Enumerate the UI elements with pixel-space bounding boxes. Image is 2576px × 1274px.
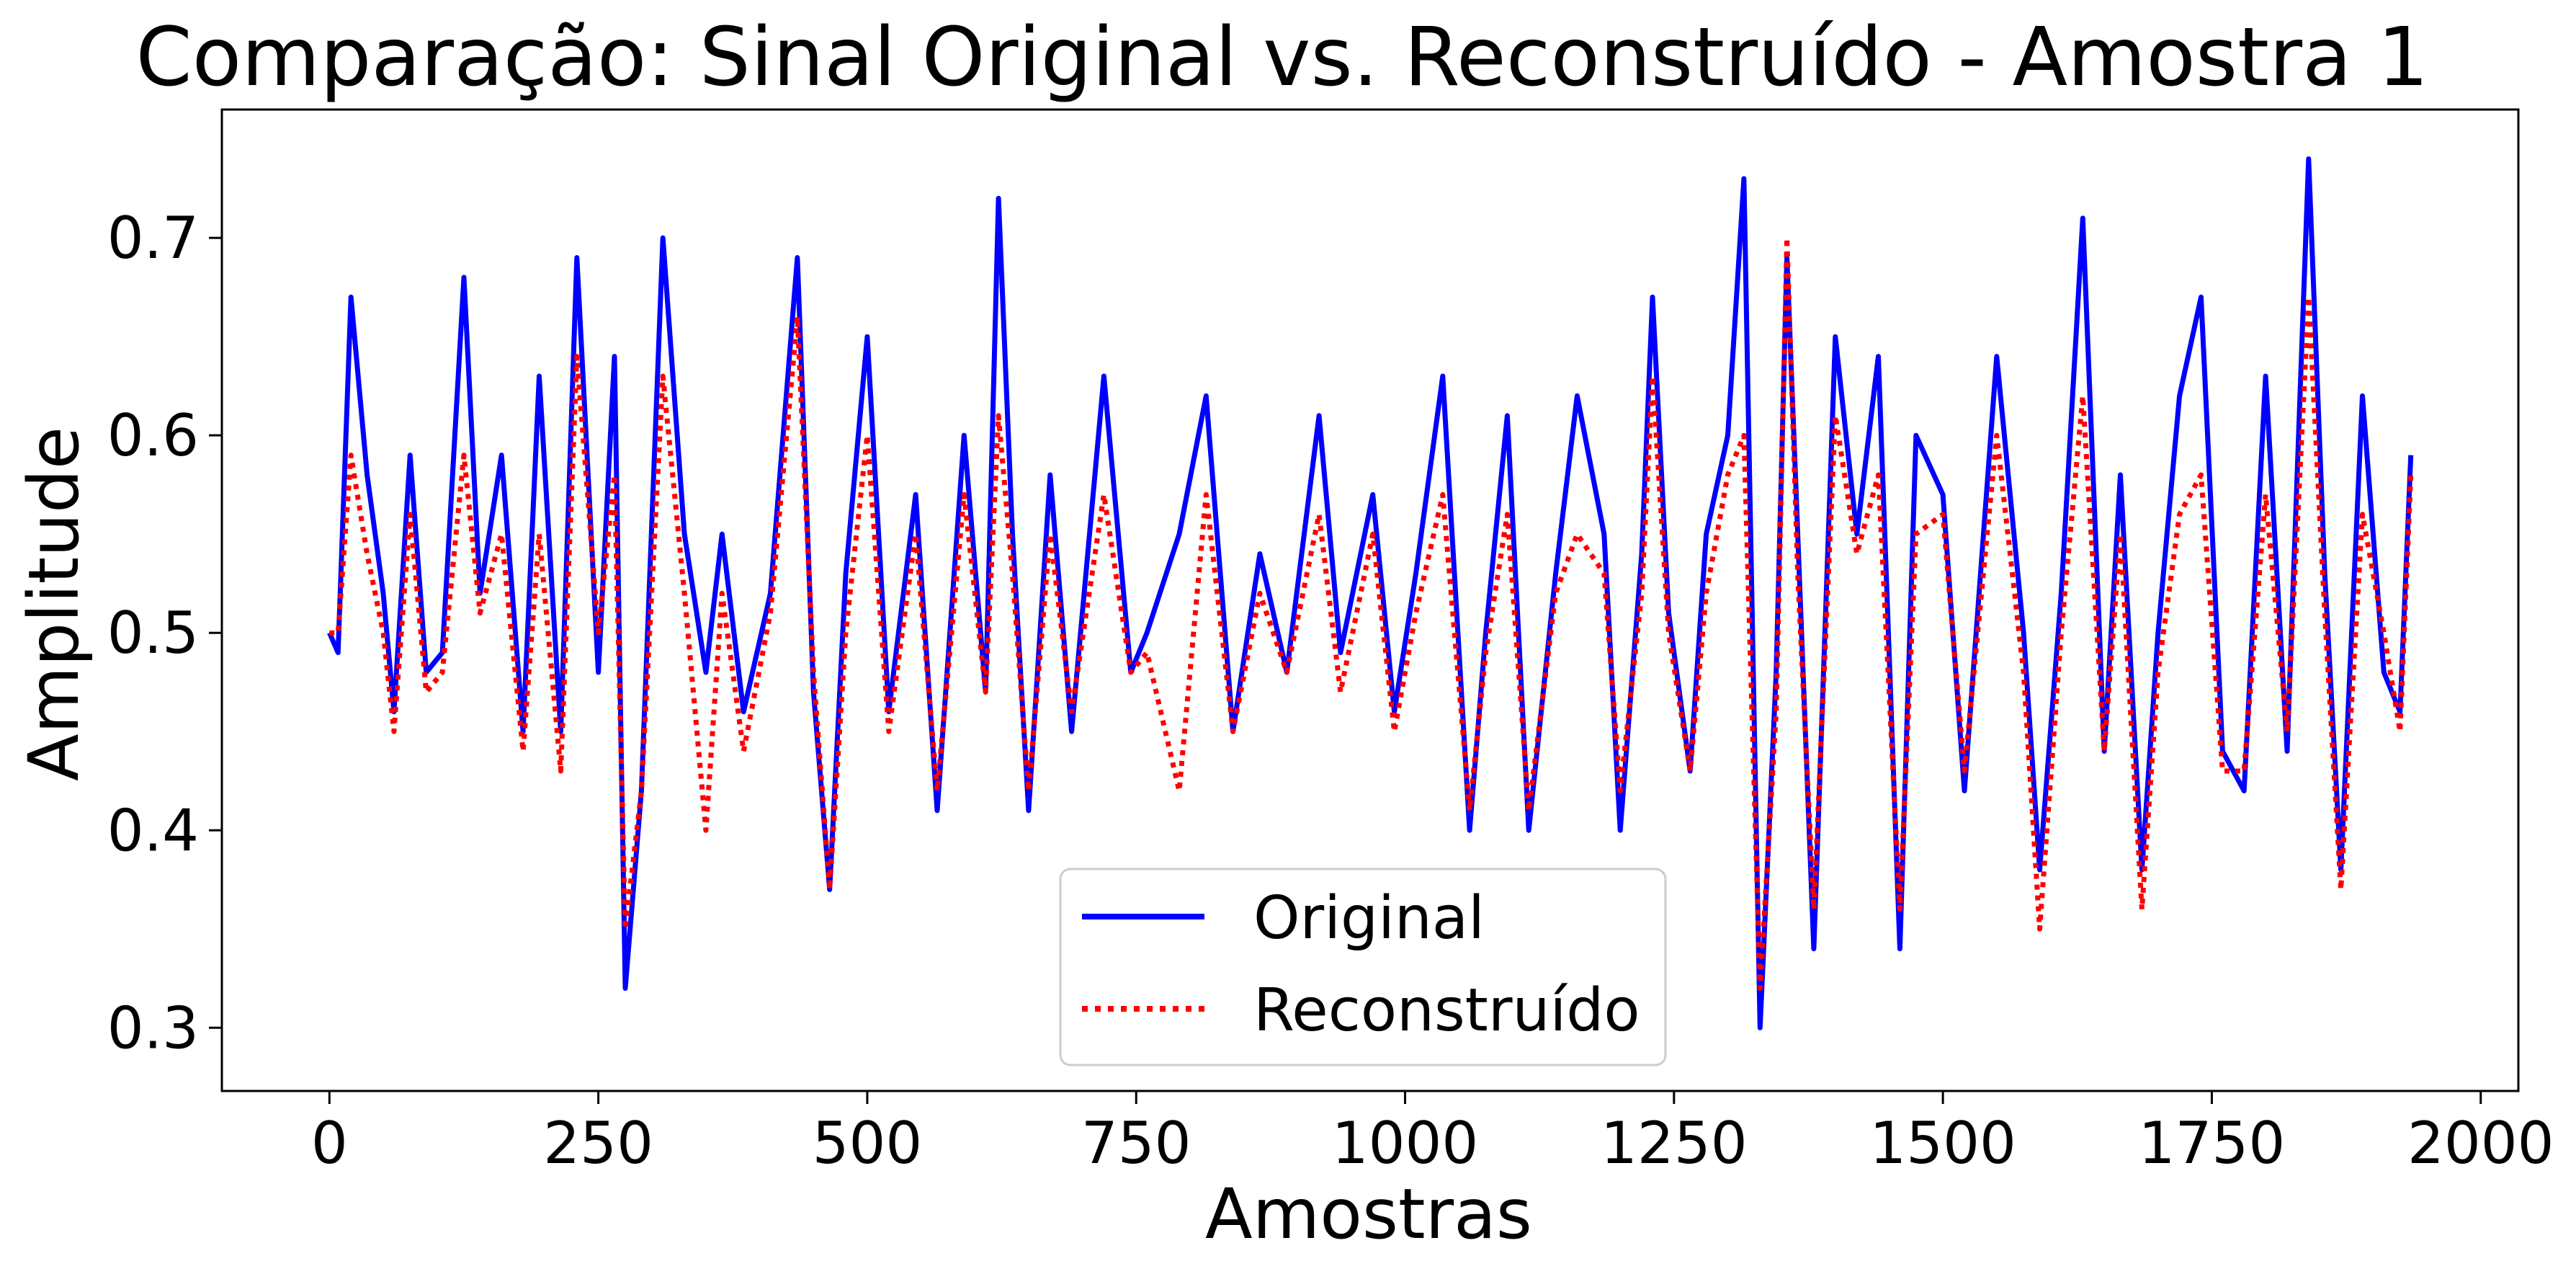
legend-box: [1059, 868, 1667, 1066]
legend-label-original: Original: [1253, 884, 1485, 953]
plot-frame: [220, 108, 2520, 1092]
y-tick-label: 0.5: [107, 600, 199, 667]
y-axis-label: Amplitude: [14, 427, 94, 781]
tick-layer: 0 250 500 750 1000 1250 1500 1750 2000 0.3 0.4 0.5 0…: [107, 205, 2554, 1177]
x-tick-label: 1500: [1869, 1110, 2016, 1177]
x-tick-label: 2000: [2407, 1110, 2554, 1177]
x-tick-label: 500: [813, 1110, 923, 1177]
x-tick-label: 1250: [1601, 1110, 1748, 1177]
chart-title: Comparação: Sinal Original vs. Reconstru…: [135, 11, 2428, 104]
series-line-original: [327, 156, 2414, 1030]
x-tick-label: 750: [1081, 1110, 1191, 1177]
x-tick-label: 1000: [1332, 1110, 1479, 1177]
legend: Original Reconstruído: [1059, 868, 1667, 1066]
y-tick-label: 0.7: [107, 205, 199, 272]
series-layer: [327, 156, 2414, 1030]
y-tick-label: 0.6: [107, 402, 199, 469]
x-tick-label: 0: [311, 1110, 348, 1177]
x-tick-label: 250: [543, 1110, 653, 1177]
y-tick-label: 0.4: [107, 797, 199, 864]
y-tick-label: 0.3: [107, 994, 199, 1061]
legend-label-reconstructed: Reconstruído: [1253, 976, 1640, 1045]
x-tick-label: 1750: [2139, 1110, 2286, 1177]
x-axis-label: Amostras: [1205, 1174, 1532, 1255]
